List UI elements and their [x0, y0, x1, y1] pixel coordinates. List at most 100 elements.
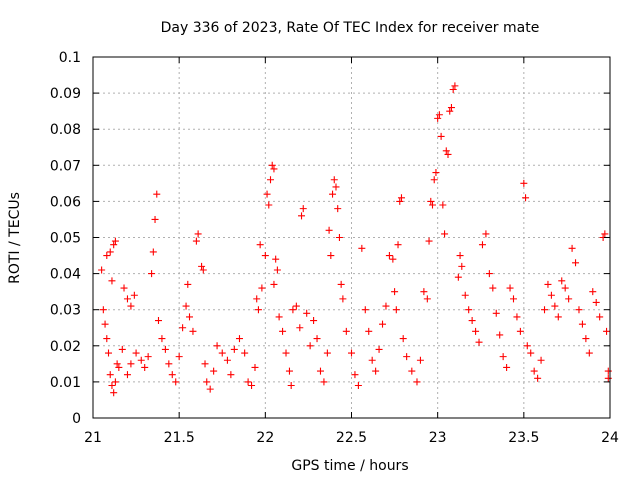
data-point	[261, 252, 269, 260]
data-point	[496, 331, 504, 339]
data-point	[439, 201, 447, 209]
x-tick-label: 22	[256, 430, 274, 446]
x-tick-label: 23.5	[508, 430, 539, 446]
data-point	[499, 353, 507, 361]
data-point	[365, 327, 373, 335]
data-point	[454, 273, 462, 281]
data-point	[475, 338, 483, 346]
data-point	[596, 313, 604, 321]
data-point	[110, 389, 118, 397]
data-point	[270, 280, 278, 288]
data-point	[530, 367, 538, 375]
y-tick-label: 0.1	[59, 50, 81, 66]
data-point	[403, 353, 411, 361]
data-point	[446, 107, 454, 115]
data-point	[506, 284, 514, 292]
data-point	[342, 327, 350, 335]
data-point	[282, 349, 290, 357]
data-point	[263, 190, 271, 198]
data-point	[303, 309, 311, 317]
data-point	[298, 212, 306, 220]
data-point	[111, 237, 119, 245]
data-point	[604, 374, 612, 382]
data-point	[385, 252, 393, 260]
data-point	[325, 226, 333, 234]
data-point	[339, 295, 347, 303]
data-point	[361, 306, 369, 314]
y-tick-label: 0.02	[50, 339, 81, 355]
data-point	[120, 284, 128, 292]
data-point	[461, 291, 469, 299]
data-point	[101, 320, 109, 328]
data-point	[182, 302, 190, 310]
data-point	[251, 363, 259, 371]
data-point	[354, 382, 362, 390]
data-point	[256, 241, 264, 249]
data-point	[154, 317, 162, 325]
data-point	[186, 313, 194, 321]
data-point	[537, 356, 545, 364]
data-point	[392, 306, 400, 314]
data-point	[397, 194, 405, 202]
data-point	[492, 309, 500, 317]
data-point	[396, 197, 404, 205]
data-point	[184, 280, 192, 288]
data-point	[478, 241, 486, 249]
data-point	[275, 313, 283, 321]
data-point	[144, 353, 152, 361]
data-point	[603, 327, 611, 335]
data-point	[468, 317, 476, 325]
data-point	[148, 270, 156, 278]
data-point	[456, 252, 464, 260]
y-tick-label: 0.04	[50, 267, 81, 283]
data-point	[287, 382, 295, 390]
data-point	[203, 378, 211, 386]
data-point	[206, 385, 214, 393]
data-point	[267, 176, 275, 184]
data-point	[253, 295, 261, 303]
data-point	[379, 320, 387, 328]
data-point	[368, 356, 376, 364]
data-point	[408, 367, 416, 375]
data-point	[289, 306, 297, 314]
data-point	[348, 349, 355, 357]
data-point	[320, 378, 328, 386]
data-point	[554, 313, 562, 321]
data-point	[137, 356, 145, 364]
data-point	[248, 382, 256, 390]
data-point	[351, 371, 359, 379]
data-point	[113, 360, 121, 368]
data-point	[199, 266, 207, 274]
data-point	[482, 230, 490, 238]
data-point	[534, 374, 542, 382]
data-point	[108, 277, 116, 285]
data-point	[413, 378, 421, 386]
data-point	[432, 169, 440, 177]
data-point	[334, 205, 342, 213]
y-tick-label: 0.03	[50, 303, 81, 319]
data-point	[565, 295, 573, 303]
data-point	[270, 165, 278, 173]
data-point	[425, 237, 433, 245]
data-point	[223, 356, 231, 364]
data-point	[316, 367, 324, 375]
data-point	[444, 150, 452, 158]
data-point	[527, 349, 535, 357]
data-point	[189, 327, 197, 335]
data-point	[306, 342, 314, 350]
data-point	[332, 183, 340, 191]
data-point	[509, 295, 517, 303]
data-point	[437, 132, 445, 140]
data-point	[218, 349, 226, 357]
data-point	[158, 335, 166, 343]
data-point	[103, 252, 111, 260]
data-point	[585, 349, 593, 357]
axis-ticks: 21 21.5 22 22.5 23 23.5 24 0 0.01 0.02 0.03 0.04 0.0…	[50, 50, 619, 446]
data-point	[604, 367, 612, 375]
data-point	[115, 363, 123, 371]
data-point	[299, 205, 307, 213]
data-point	[523, 342, 531, 350]
data-point	[489, 284, 497, 292]
x-tick-label: 21.5	[164, 430, 195, 446]
